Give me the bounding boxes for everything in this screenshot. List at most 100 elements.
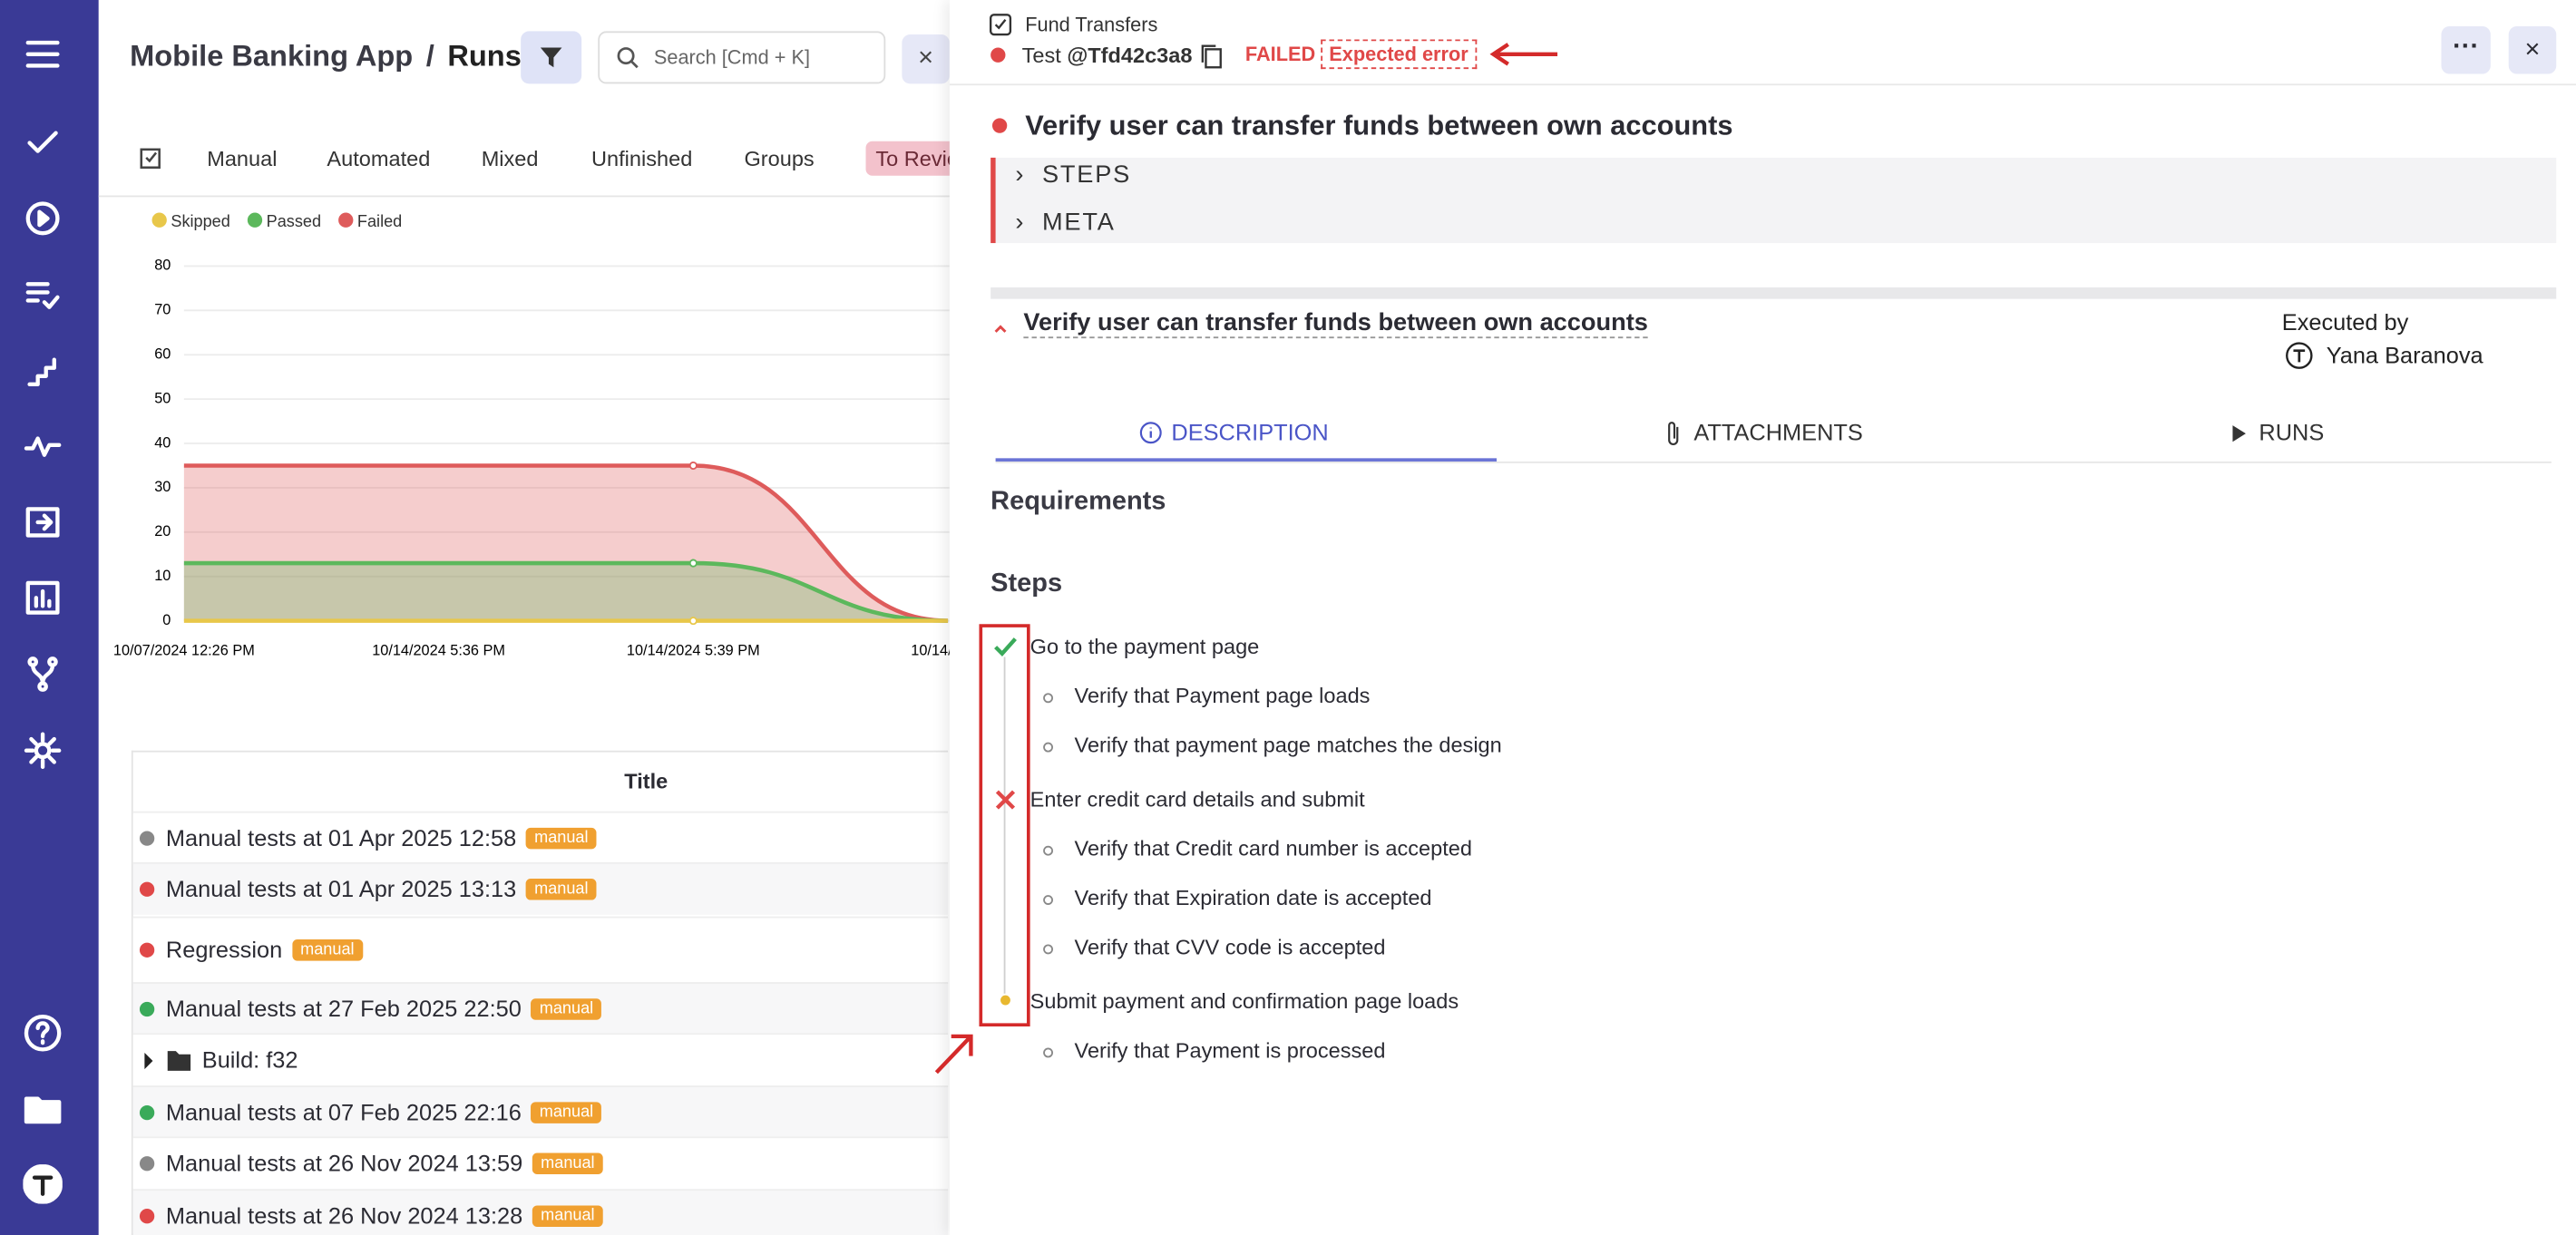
- substep-text: Verify that Credit card number is accept…: [1074, 835, 1472, 861]
- nav-icon[interactable]: [23, 123, 62, 162]
- step-skipped-icon: [1000, 995, 1010, 1006]
- close-button[interactable]: ×: [2508, 25, 2557, 74]
- help-icon[interactable]: [23, 1014, 62, 1053]
- x-tick-label: 10/14/2024 5:36 PM: [372, 643, 505, 659]
- run-title-text: Regression: [165, 936, 283, 963]
- play-icon: [2232, 425, 2246, 442]
- run-title[interactable]: Manual tests at 01 Apr 2025 12:58 manual: [166, 824, 597, 851]
- clear-button[interactable]: ×: [902, 34, 950, 84]
- search-box[interactable]: Search [Cmd + K]: [598, 31, 886, 84]
- x-tick-label: 10/14/2024 5:39 PM: [627, 643, 760, 659]
- nav-icon[interactable]: [23, 579, 62, 618]
- page-title: Runs: [447, 39, 522, 73]
- nav-icon[interactable]: [23, 502, 62, 541]
- x-tick-label: 10/14/2024: [911, 643, 950, 659]
- table-row[interactable]: Regression manual: [132, 916, 949, 984]
- menu-icon[interactable]: [23, 34, 62, 73]
- run-title-text: Manual tests at 27 Feb 2025 22:50: [165, 995, 522, 1022]
- status-icon: [990, 47, 1006, 63]
- run-title[interactable]: Manual tests at 07 Feb 2025 22:16 manual: [165, 1098, 602, 1125]
- series-line: [183, 463, 949, 623]
- nav-icon[interactable]: [23, 352, 62, 391]
- annotation-box: [979, 624, 1030, 1027]
- run-title[interactable]: Manual tests at 27 Feb 2025 22:50 manual: [165, 995, 602, 1022]
- step-connector: [1003, 656, 1006, 994]
- status-icon: [991, 118, 1008, 133]
- run-title-text: Manual tests at 26 Nov 2024 13:59: [165, 1149, 523, 1176]
- point-marker: [688, 461, 698, 471]
- run-title[interactable]: Manual tests at 01 Apr 2025 13:13 manual: [166, 875, 597, 901]
- status-icon: [139, 942, 155, 958]
- section-title: STEPS: [1041, 160, 1132, 190]
- substep-bullet: [1043, 1047, 1053, 1058]
- projects-icon[interactable]: [23, 1089, 62, 1128]
- run-title[interactable]: Manual tests at 26 Nov 2024 13:28 manual: [166, 1202, 603, 1229]
- legend-label: Skipped: [171, 212, 229, 230]
- run-title[interactable]: Manual tests at 26 Nov 2024 13:59 manual: [166, 1150, 603, 1176]
- collapse-icon[interactable]: [992, 320, 1009, 336]
- run-title-text: Build: f32: [201, 1045, 298, 1073]
- tab[interactable]: Manual: [207, 146, 278, 171]
- test-detail-panel: Fund Transfers Test @Tfd42c3a8 FAILED Ex…: [949, 0, 2576, 1235]
- detail-tab[interactable]: DESCRIPTION: [1171, 418, 1329, 445]
- run-title[interactable]: Regression manual: [166, 936, 363, 962]
- error-type: Expected error: [1321, 39, 1477, 70]
- table-row[interactable]: Manual tests at 01 Apr 2025 12:58 manual: [132, 811, 949, 864]
- detail-tab[interactable]: ATTACHMENTS: [1693, 418, 1863, 445]
- series-area: [183, 465, 949, 621]
- test-label: Test @Tfd42c3a8: [1022, 43, 1193, 67]
- attachment-icon: [1668, 422, 1679, 445]
- y-tick-label: 40: [154, 434, 171, 451]
- substep-text: Verify that CVV code is accepted: [1074, 934, 1386, 959]
- section-toggle[interactable]: › STEPS: [1015, 160, 1132, 190]
- select-icon[interactable]: [136, 144, 162, 170]
- filter-button[interactable]: [521, 31, 582, 84]
- nav-icon[interactable]: [23, 427, 62, 466]
- section-toggle[interactable]: › META: [1015, 209, 1116, 237]
- tab[interactable]: Groups: [744, 146, 815, 171]
- folder-icon[interactable]: [143, 1048, 192, 1075]
- run-title[interactable]: Build: f32: [202, 1046, 298, 1073]
- nav-icon[interactable]: [23, 199, 62, 238]
- suite-icon: [989, 14, 1012, 36]
- run-title-text: Manual tests at 26 Nov 2024 13:28: [165, 1201, 523, 1229]
- table-row[interactable]: Build: f32: [132, 1033, 949, 1086]
- table-row[interactable]: Manual tests at 26 Nov 2024 13:28 manual: [132, 1189, 949, 1235]
- project-link[interactable]: Mobile Banking App: [130, 39, 414, 73]
- more-button[interactable]: ···: [2441, 25, 2491, 74]
- table-row[interactable]: Manual tests at 01 Apr 2025 13:13 manual: [132, 861, 949, 915]
- substep-text: Verify that Expiration date is accepted: [1074, 885, 1432, 910]
- search-placeholder: Search [Cmd + K]: [653, 45, 811, 70]
- substep-text: Verify that payment page matches the des…: [1074, 732, 1502, 757]
- test-id: @Tfd42c3a8: [1067, 43, 1193, 68]
- tab[interactable]: Mixed: [481, 146, 539, 171]
- y-tick-label: 70: [154, 302, 171, 318]
- table-row[interactable]: Manual tests at 07 Feb 2025 22:16 manual: [132, 1085, 949, 1139]
- case-title[interactable]: Verify user can transfer funds between o…: [1023, 308, 1648, 339]
- run-title-text: Manual tests at 07 Feb 2025 22:16: [165, 1098, 522, 1125]
- search-icon: [617, 47, 639, 69]
- substep-bullet: [1043, 742, 1053, 753]
- nav-icon[interactable]: [23, 274, 62, 313]
- divider: [995, 461, 2552, 463]
- y-tick-label: 50: [154, 390, 171, 406]
- copy-icon[interactable]: [1197, 43, 1224, 69]
- run-title-text: Manual tests at 01 Apr 2025 12:58: [165, 824, 517, 851]
- status-icon: [139, 1104, 155, 1121]
- suite-name[interactable]: Fund Transfers: [1025, 13, 1158, 36]
- table-row[interactable]: Manual tests at 26 Nov 2024 13:59 manual: [132, 1136, 949, 1190]
- table-row[interactable]: Manual tests at 27 Feb 2025 22:50 manual: [132, 982, 949, 1036]
- separator: /: [425, 39, 434, 73]
- run-title-text: Manual tests at 01 Apr 2025 13:13: [165, 875, 517, 902]
- status-icon: [139, 831, 155, 846]
- nav-icon[interactable]: [23, 654, 62, 693]
- resize-handle[interactable]: [990, 287, 2557, 299]
- tab[interactable]: Unfinished: [591, 146, 693, 171]
- tab[interactable]: Automated: [327, 146, 431, 171]
- y-tick-label: 80: [154, 258, 171, 274]
- detail-tab[interactable]: RUNS: [2259, 418, 2325, 445]
- series-line: [183, 560, 949, 623]
- steps-heading: Steps: [990, 569, 1063, 598]
- settings-icon[interactable]: [23, 731, 62, 770]
